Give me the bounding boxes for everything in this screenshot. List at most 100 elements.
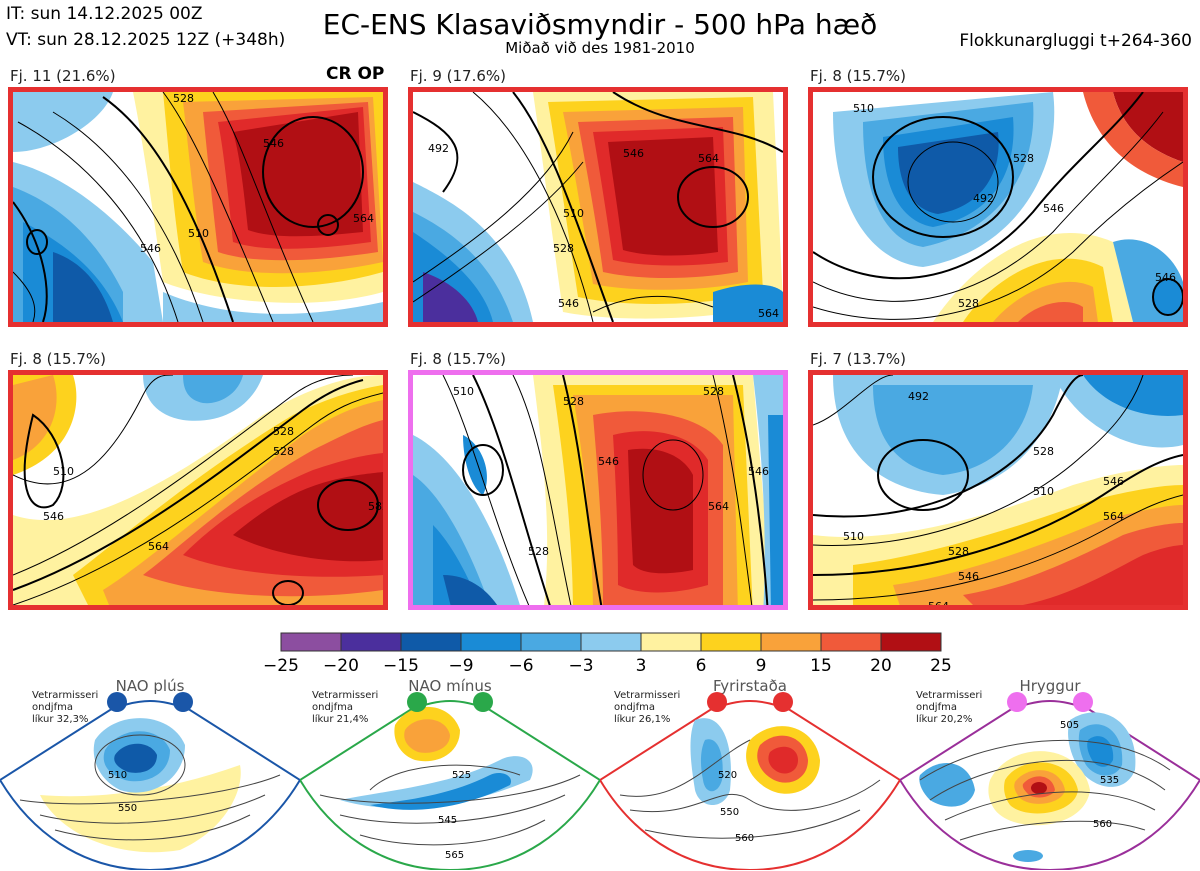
info-line: Vetrarmisseri <box>916 690 983 701</box>
contour-label: 546 <box>958 570 979 583</box>
info-line: líkur 20,2% <box>916 714 973 725</box>
colorbar-tick-label: −20 <box>323 656 359 676</box>
contour-label: 565 <box>445 850 464 861</box>
info-line: ondjfma <box>916 702 957 713</box>
contour-label: 546 <box>140 242 161 255</box>
regime-map-ridge: 505 535 560 <box>900 700 1200 870</box>
contour-label: 560 <box>1093 819 1112 830</box>
contour-label: 564 <box>758 307 779 320</box>
contour-label: 510 <box>1033 485 1054 498</box>
contour-label: 550 <box>720 807 739 818</box>
chart-title: EC-ENS Klasaviðsmyndir - 500 hPa hæð <box>322 8 878 41</box>
colorbar-tick-label: −15 <box>383 656 419 676</box>
cluster-map-2: 492 510 528 546 564 546 564 <box>408 87 788 327</box>
contour-label: 545 <box>438 815 457 826</box>
panel-label-3: Fj. 8 (15.7%) <box>810 67 906 85</box>
regime-name-nao-minus: NAO mínus <box>408 677 492 695</box>
contour-label: 492 <box>428 142 449 155</box>
contour-label: 528 <box>553 242 574 255</box>
regime-info-nao-minus: Vetrarmisseri ondjfma líkur 21,4% <box>312 690 378 726</box>
contour-label: 564 <box>928 600 949 610</box>
colorbar <box>280 632 942 652</box>
colorbar-bin <box>280 632 342 652</box>
contour-label: 520 <box>718 770 737 781</box>
classification-window: Flokkunargluggi t+264-360 <box>959 31 1192 51</box>
colorbar-bin <box>400 632 462 652</box>
cluster-map-6: 492 528 510 546 528 564 510 546 564 <box>808 370 1188 610</box>
contour-label: 546 <box>598 455 619 468</box>
colorbar-bin <box>520 632 582 652</box>
contour-label: 510 <box>563 207 584 220</box>
regime-dot <box>107 692 127 712</box>
regime-info-blocking: Vetrarmisseri ondjfma líkur 26,1% <box>614 690 680 726</box>
contour-label: 546 <box>43 510 64 523</box>
colorbar-bin <box>760 632 822 652</box>
info-line: ondjfma <box>312 702 353 713</box>
colorbar-bin <box>640 632 702 652</box>
info-line: ondjfma <box>32 702 73 713</box>
colorbar-tick-label: 6 <box>695 656 707 676</box>
contour-label: 528 <box>703 385 724 398</box>
regime-name-nao-plus: NAO plús <box>115 677 185 695</box>
contour-label: 582 <box>368 500 383 513</box>
cluster-map-3: 510 492 528 546 528 546 564 546 <box>808 87 1188 327</box>
contour-label: 546 <box>1043 202 1064 215</box>
contour-label: 492 <box>973 192 994 205</box>
regime-dot <box>773 692 793 712</box>
contour-label: 510 <box>453 385 474 398</box>
info-line: líkur 21,4% <box>312 714 369 725</box>
regime-map-blocking: 520 550 560 <box>600 700 900 870</box>
regime-map-nao-minus: 525 545 565 <box>300 700 600 870</box>
regime-info-nao-plus: Vetrarmisseri ondjfma líkur 32,3% <box>32 690 98 726</box>
colorbar-bin <box>880 632 942 652</box>
colorbar-bin <box>460 632 522 652</box>
cluster-map-1: 528 546 564 546 510 <box>8 87 388 327</box>
regime-dot <box>1007 692 1027 712</box>
colorbar-bin <box>820 632 882 652</box>
info-line: líkur 26,1% <box>614 714 671 725</box>
info-line: Vetrarmisseri <box>32 690 99 701</box>
contour-label: 564 <box>353 212 374 225</box>
initial-time: IT: sun 14.12.2025 00Z <box>6 4 203 24</box>
contour-label: 528 <box>273 425 294 438</box>
contour-label: 528 <box>563 395 584 408</box>
contour-label: 564 <box>1033 320 1054 322</box>
contour-label: 510 <box>853 102 874 115</box>
info-line: Vetrarmisseri <box>614 690 681 701</box>
crop-label: CR OP <box>326 64 385 84</box>
cluster-map-5: 510 528 546 528 564 546 528 <box>408 370 788 610</box>
valid-time: VT: sun 28.12.2025 12Z (+348h) <box>6 30 286 50</box>
contour-label: 510 <box>843 530 864 543</box>
colorbar-tick-label: 3 <box>635 656 647 676</box>
colorbar-tick-label: 9 <box>755 656 767 676</box>
regime-name-blocking: Fyrirstaða <box>713 677 787 695</box>
contour-label: 564 <box>708 500 729 513</box>
contour-label: 546 <box>1155 271 1176 284</box>
regime-dot <box>707 692 727 712</box>
panel-label-6: Fj. 7 (13.7%) <box>810 350 906 368</box>
contour-label: 528 <box>1033 445 1054 458</box>
contour-label: 525 <box>452 770 471 781</box>
contour-label: 510 <box>53 465 74 478</box>
contour-label: 528 <box>273 445 294 458</box>
regime-map-nao-plus: 510 550 <box>0 700 300 870</box>
panel-label-2: Fj. 9 (17.6%) <box>410 67 506 85</box>
regime-info-ridge: Vetrarmisseri ondjfma líkur 20,2% <box>916 690 982 726</box>
colorbar-bin <box>580 632 642 652</box>
contour-label: 560 <box>735 833 754 844</box>
contour-label: 510 <box>108 770 127 781</box>
contour-label: 528 <box>958 297 979 310</box>
contour-label: 528 <box>173 92 194 105</box>
contour-label: 505 <box>1060 720 1079 731</box>
colorbar-tick-label: 25 <box>930 656 952 676</box>
colorbar-bin <box>340 632 402 652</box>
chart-subtitle: Miðað við des 1981-2010 <box>505 39 695 57</box>
contour-label: 492 <box>908 390 929 403</box>
panel-label-4: Fj. 8 (15.7%) <box>10 350 106 368</box>
contour-label: 528 <box>948 545 969 558</box>
regime-name-ridge: Hryggur <box>1019 677 1081 695</box>
regime-dot <box>473 692 493 712</box>
colorbar-tick-label: −6 <box>508 656 534 676</box>
regime-dot <box>407 692 427 712</box>
contour-label: 564 <box>278 603 299 610</box>
